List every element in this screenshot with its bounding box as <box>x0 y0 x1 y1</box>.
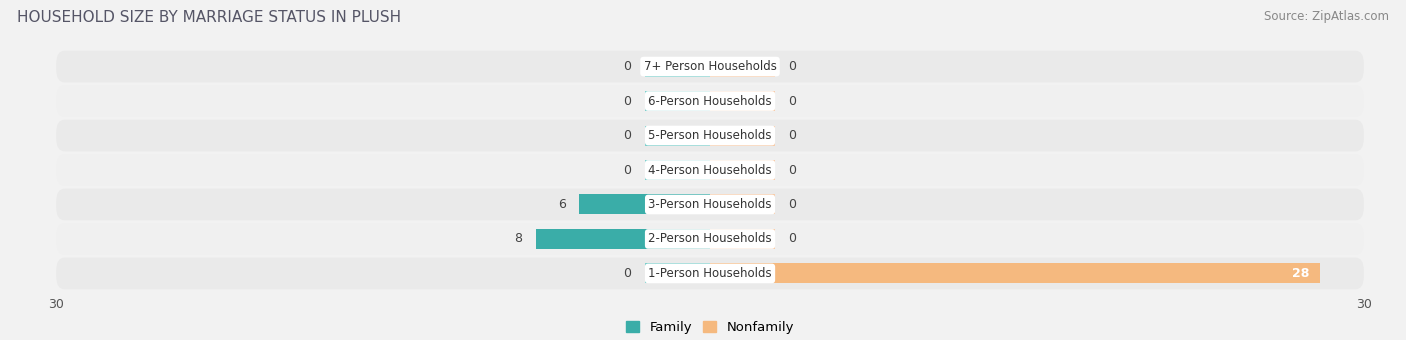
Text: Source: ZipAtlas.com: Source: ZipAtlas.com <box>1264 10 1389 23</box>
Text: 6-Person Households: 6-Person Households <box>648 95 772 107</box>
Text: 5-Person Households: 5-Person Households <box>648 129 772 142</box>
Text: 2-Person Households: 2-Person Households <box>648 233 772 245</box>
Text: 1-Person Households: 1-Person Households <box>648 267 772 280</box>
Bar <box>644 56 710 76</box>
Text: 0: 0 <box>624 129 631 142</box>
Text: 0: 0 <box>789 95 796 107</box>
Text: 0: 0 <box>789 198 796 211</box>
Bar <box>579 194 710 215</box>
Bar <box>644 125 710 146</box>
Text: HOUSEHOLD SIZE BY MARRIAGE STATUS IN PLUSH: HOUSEHOLD SIZE BY MARRIAGE STATUS IN PLU… <box>17 10 401 25</box>
FancyBboxPatch shape <box>56 154 1364 186</box>
Bar <box>710 194 776 215</box>
Bar <box>710 229 776 249</box>
Text: 3-Person Households: 3-Person Households <box>648 198 772 211</box>
Text: 0: 0 <box>789 60 796 73</box>
Text: 28: 28 <box>1292 267 1309 280</box>
Legend: Family, Nonfamily: Family, Nonfamily <box>620 316 800 340</box>
Text: 0: 0 <box>624 164 631 176</box>
Text: 7+ Person Households: 7+ Person Households <box>644 60 776 73</box>
Text: 0: 0 <box>789 129 796 142</box>
Bar <box>710 56 776 76</box>
Text: 0: 0 <box>789 233 796 245</box>
FancyBboxPatch shape <box>56 120 1364 151</box>
Text: 6: 6 <box>558 198 567 211</box>
Bar <box>710 264 1320 284</box>
Text: 4-Person Households: 4-Person Households <box>648 164 772 176</box>
FancyBboxPatch shape <box>56 258 1364 289</box>
FancyBboxPatch shape <box>56 51 1364 82</box>
Text: 0: 0 <box>789 164 796 176</box>
Bar <box>710 125 776 146</box>
Text: 0: 0 <box>624 267 631 280</box>
Bar <box>536 229 710 249</box>
Bar <box>710 91 776 111</box>
FancyBboxPatch shape <box>56 85 1364 117</box>
Bar <box>644 160 710 180</box>
Bar <box>710 160 776 180</box>
Bar <box>644 264 710 284</box>
FancyBboxPatch shape <box>56 189 1364 220</box>
FancyBboxPatch shape <box>56 223 1364 255</box>
Bar <box>644 91 710 111</box>
Text: 0: 0 <box>624 95 631 107</box>
Text: 8: 8 <box>515 233 523 245</box>
Text: 0: 0 <box>624 60 631 73</box>
